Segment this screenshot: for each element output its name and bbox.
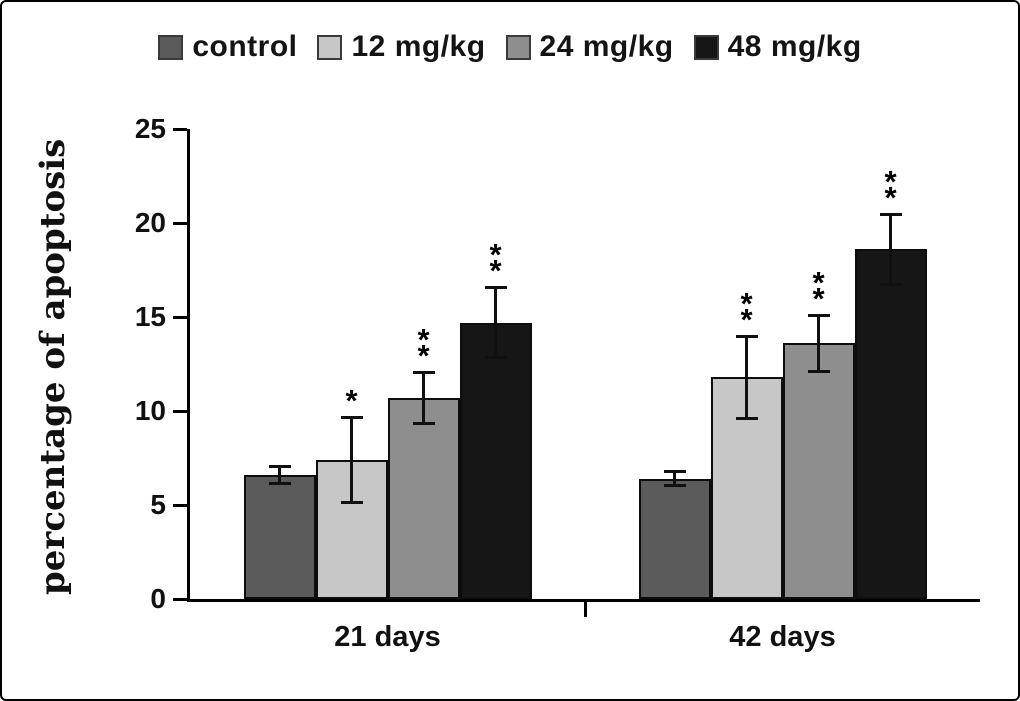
legend-label: control [192, 30, 298, 63]
asterisk-icon: * [417, 321, 430, 357]
error-bar-cap-top [340, 415, 363, 419]
significance-marker: * [316, 382, 388, 418]
error-bar-cap-top [735, 334, 758, 338]
asterisk-icon: * [417, 337, 430, 373]
legend-swatch-icon [505, 34, 531, 60]
asterisk-icon: * [884, 163, 897, 199]
error-bar [817, 315, 820, 372]
error-bar-cap-bottom [807, 369, 830, 373]
error-bar [350, 416, 353, 504]
legend-item-3: 24 mg/kg [505, 30, 674, 64]
y-axis-tick-label: 10 [134, 395, 166, 426]
error-bar-cap-bottom [412, 422, 435, 426]
bar-control-21-days [243, 474, 316, 599]
error-bar [673, 471, 676, 487]
y-axis-tick [173, 127, 187, 131]
legend-item-2: 12 mg/kg [317, 30, 485, 64]
significance-marker: * * [460, 236, 532, 288]
bar-24-mg-kg-21-days [387, 397, 460, 599]
significance-marker: * * [855, 163, 927, 215]
error-bar [889, 213, 892, 286]
significance-marker: * * [783, 265, 855, 317]
legend-swatch-icon [158, 34, 184, 60]
error-bar-cap-bottom [340, 501, 363, 505]
legend-label: 48 mg/kg [727, 30, 862, 63]
legend-label: 24 mg/kg [539, 30, 674, 63]
bar-48-mg-kg-21-days [459, 322, 532, 599]
asterisk-icon: * [812, 281, 825, 317]
plot-area: 0 5 10 15 20 25 21 days * * * * * 42 days * * * * * * [135, 113, 980, 653]
error-bar-cap-top [484, 285, 507, 289]
error-bar-cap-bottom [268, 482, 291, 486]
error-bar [494, 286, 497, 359]
y-axis-tick-label: 15 [134, 301, 166, 332]
bar-48-mg-kg-42-days [854, 249, 927, 599]
asterisk-icon: * [489, 236, 502, 272]
asterisk-icon: * [884, 179, 897, 215]
asterisk-icon: * [345, 382, 358, 418]
significance-marker: * * [711, 285, 783, 337]
error-bar [422, 371, 425, 425]
y-axis-tick-label: 0 [150, 583, 166, 614]
error-bar-cap-bottom [735, 416, 758, 420]
y-axis-tick [173, 221, 187, 225]
bar-control-42-days [638, 478, 711, 599]
legend-item-4: 48 mg/kg [693, 30, 862, 64]
y-axis-tick [173, 597, 187, 601]
y-axis-tick [173, 409, 187, 413]
asterisk-icon: * [812, 265, 825, 301]
error-bar-cap-top [879, 212, 902, 216]
error-bar-cap-top [807, 314, 830, 318]
error-bar-cap-top [268, 464, 291, 468]
legend-swatch-icon [693, 34, 719, 60]
asterisk-icon: * [740, 285, 753, 321]
legend-item-1: control [158, 30, 297, 64]
x-category-label: 21 days [334, 621, 441, 653]
error-bar-cap-bottom [879, 283, 902, 287]
error-bar-cap-top [412, 370, 435, 374]
y-axis-tick-label: 5 [150, 489, 166, 520]
legend: control 12 mg/kg 24 mg/kg 48 mg/kg [2, 30, 1018, 64]
asterisk-icon: * [489, 252, 502, 288]
x-category-label: 42 days [729, 621, 836, 653]
error-bar [278, 465, 281, 485]
asterisk-icon: * [740, 301, 753, 337]
y-axis-tick-label: 20 [134, 207, 166, 238]
error-bar-cap-bottom [663, 484, 686, 488]
bar-24-mg-kg-42-days [782, 343, 855, 599]
error-bar-cap-top [663, 470, 686, 474]
y-axis-title: percentage of apoptosis [33, 138, 73, 596]
y-axis-tick [173, 503, 187, 507]
error-bar-cap-bottom [484, 356, 507, 360]
legend-swatch-icon [317, 34, 343, 60]
x-axis-tick [583, 602, 587, 617]
y-axis-tick-label: 25 [134, 113, 166, 144]
error-bar [745, 335, 748, 419]
significance-marker: * * [388, 321, 460, 373]
legend-label: 12 mg/kg [351, 30, 486, 63]
y-axis-tick [173, 315, 187, 319]
